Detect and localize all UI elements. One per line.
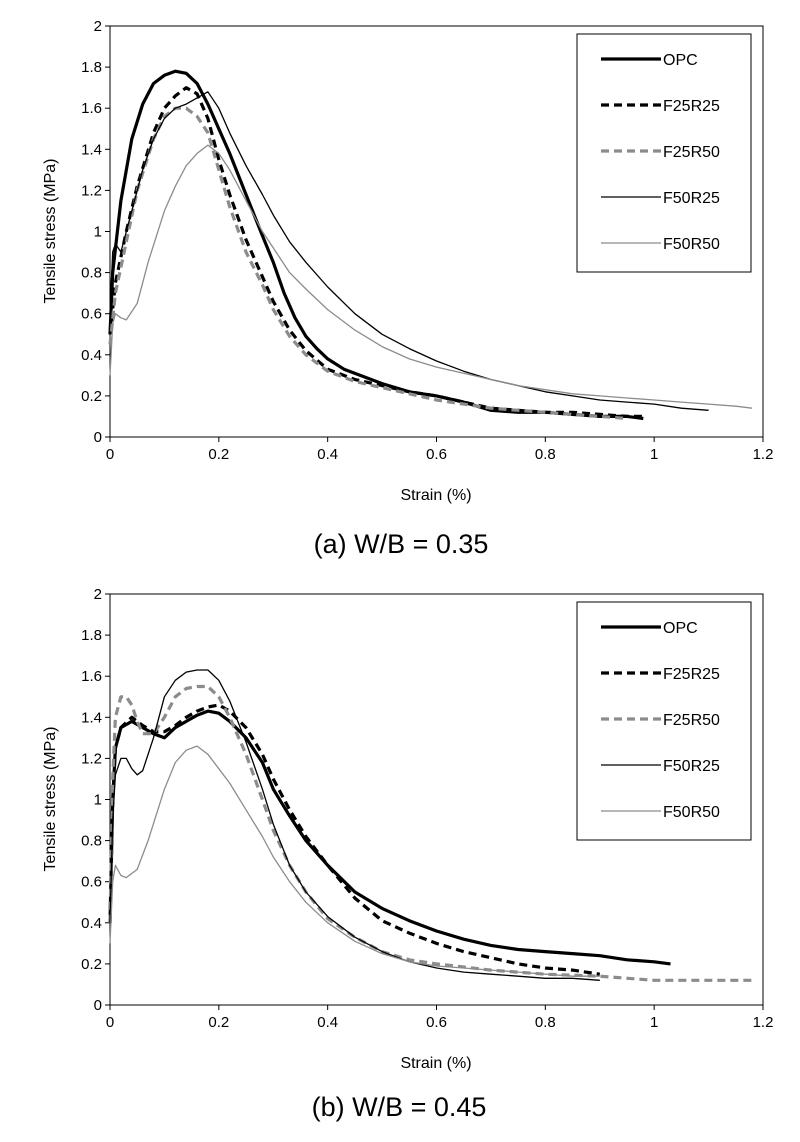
y-axis-title: Tensile stress (MPa) <box>42 159 59 304</box>
chart-panel-b: Tensile stress (MPa) Strain (%) (b) W/B … <box>42 586 773 1122</box>
series-line-f25r50 <box>108 106 628 421</box>
y-axis-title: Tensile stress (MPa) <box>42 727 59 872</box>
y-tick-label: 0.2 <box>81 956 102 973</box>
x-axis-title: Strain (%) <box>400 1055 471 1072</box>
series-line-f50r25 <box>109 91 709 411</box>
x-tick-label: 0.8 <box>535 446 556 463</box>
x-tick-label: 1.2 <box>753 1014 774 1031</box>
y-tick-label: 0.4 <box>81 915 102 932</box>
x-tick-label: 0.6 <box>426 1014 447 1031</box>
legend-label: F50R50 <box>663 236 720 253</box>
x-tick-label: 0.8 <box>535 1014 556 1031</box>
series-line-opc <box>108 709 671 966</box>
series-line-opc <box>108 69 644 421</box>
series-line-f25r25 <box>108 703 601 976</box>
y-tick-label: 1.2 <box>81 750 102 767</box>
y-tick-label: 0.6 <box>81 306 102 323</box>
y-tick-label: 1.2 <box>81 182 102 199</box>
chart-caption: (b) W/B = 0.45 <box>312 1092 487 1122</box>
y-tick-label: 0 <box>94 429 102 446</box>
series-line-f50r50 <box>109 144 753 409</box>
series-line-f50r25 <box>109 669 600 981</box>
x-tick-label: 1.2 <box>753 446 774 463</box>
legend-label: F25R50 <box>663 144 720 161</box>
legend-label: F50R25 <box>663 758 720 775</box>
y-tick-label: 0 <box>94 997 102 1014</box>
y-tick-label: 1.8 <box>81 627 102 644</box>
x-tick-label: 0.2 <box>208 446 229 463</box>
legend-label: F25R25 <box>663 666 720 683</box>
y-tick-label: 0.8 <box>81 265 102 282</box>
y-tick-label: 0.6 <box>81 874 102 891</box>
legend-label: F50R25 <box>663 190 720 207</box>
legend-box <box>576 33 752 273</box>
y-tick-label: 1.6 <box>81 100 102 117</box>
x-tick-label: 0 <box>106 1014 114 1031</box>
chart-panel-a: Tensile stress (MPa) Strain (%) (a) W/B … <box>42 18 773 559</box>
series-line-f25r50 <box>108 684 753 982</box>
legend-label: F25R50 <box>663 712 720 729</box>
y-tick-label: 1 <box>94 792 102 809</box>
x-tick-label: 1 <box>650 1014 658 1031</box>
y-tick-label: 1.4 <box>81 709 102 726</box>
legend-label: OPC <box>663 620 698 637</box>
y-tick-label: 0.2 <box>81 388 102 405</box>
x-tick-label: 0.6 <box>426 446 447 463</box>
x-axis-title: Strain (%) <box>400 487 471 504</box>
legend-label: OPC <box>663 52 698 69</box>
y-tick-label: 2 <box>94 18 102 35</box>
y-tick-label: 1 <box>94 224 102 241</box>
chart-caption: (a) W/B = 0.35 <box>314 529 489 559</box>
x-tick-label: 0.4 <box>317 446 338 463</box>
y-tick-label: 1.4 <box>81 141 102 158</box>
y-tick-label: 2 <box>94 586 102 603</box>
legend-box <box>576 601 752 841</box>
legend-label: F25R25 <box>663 98 720 115</box>
y-tick-label: 0.8 <box>81 833 102 850</box>
x-tick-label: 0.2 <box>208 1014 229 1031</box>
x-tick-label: 0.4 <box>317 1014 338 1031</box>
y-tick-label: 1.6 <box>81 668 102 685</box>
y-tick-label: 0.4 <box>81 347 102 364</box>
series-line-f50r50 <box>109 745 600 977</box>
y-tick-label: 1.8 <box>81 59 102 76</box>
series-line-f25r25 <box>108 86 644 418</box>
x-tick-label: 1 <box>650 446 658 463</box>
legend-label: F50R50 <box>663 804 720 821</box>
x-tick-label: 0 <box>106 446 114 463</box>
